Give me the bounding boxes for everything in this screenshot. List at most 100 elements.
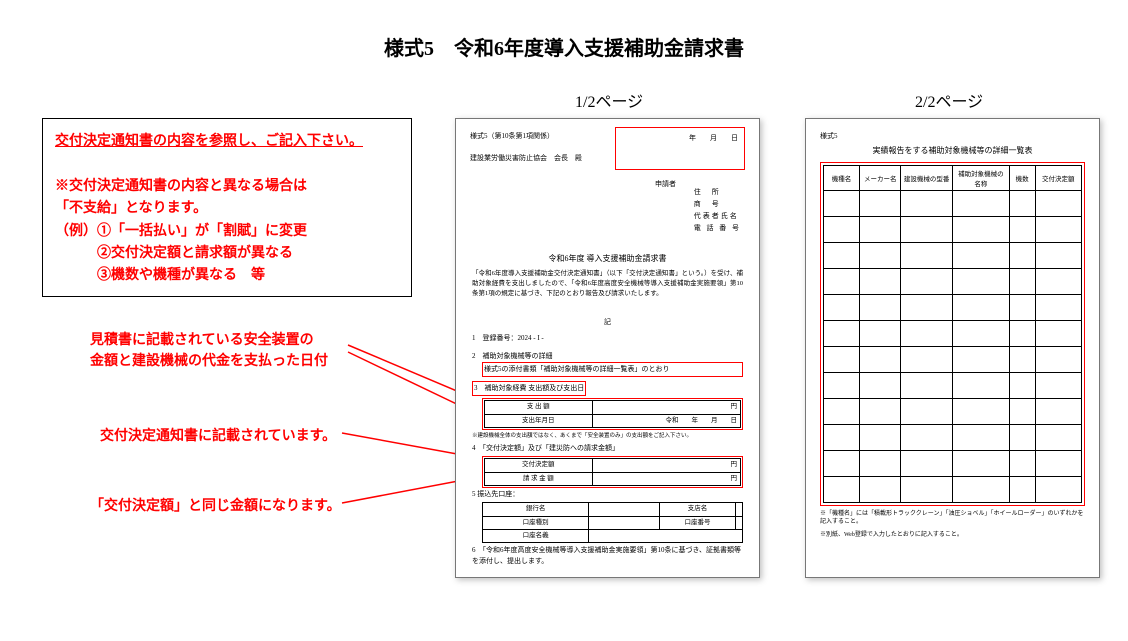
document-title: 様式5 令和6年度導入支援補助金請求書 xyxy=(0,32,1128,61)
table-cell xyxy=(860,347,901,373)
p1-s3-note: ※建設機械全体の支出額ではなく、あくまで「安全装置のみ」の支出額をご記入下さい。 xyxy=(472,432,743,441)
table-cell xyxy=(824,321,860,347)
table-cell xyxy=(1009,451,1035,477)
p1-app-f2: 商 号 xyxy=(694,199,741,211)
table-cell xyxy=(1009,399,1035,425)
p1-s4-r2v: 円 xyxy=(592,472,740,485)
table-cell xyxy=(1035,217,1081,243)
p2-c2: メーカー名 xyxy=(860,166,901,191)
table-cell xyxy=(1035,373,1081,399)
table-cell xyxy=(1009,243,1035,269)
callout-2: 交付決定通知書に記載されています。 xyxy=(100,426,336,447)
table-cell xyxy=(1009,425,1035,451)
table-cell xyxy=(952,425,1009,451)
p1-s5-r3a: 口座名義 xyxy=(483,529,589,542)
table-cell xyxy=(860,425,901,451)
table-cell xyxy=(901,269,953,295)
table-cell xyxy=(1035,477,1081,503)
p1-applicant-label: 申請者 xyxy=(655,179,685,189)
table-cell xyxy=(824,243,860,269)
table-row xyxy=(824,243,1082,269)
p2-form-no: 様式5 xyxy=(820,131,1085,141)
notice-box: 交付決定通知書の内容を参照し、ご記入下さい。 ※交付決定通知書の内容と異なる場合… xyxy=(42,118,412,297)
table-cell xyxy=(860,399,901,425)
table-cell xyxy=(824,347,860,373)
table-cell xyxy=(1035,347,1081,373)
p1-s3-r1l: 支 出 額 xyxy=(485,401,593,414)
table-row xyxy=(824,217,1082,243)
p2-table-wrap: 機種名 メーカー名 建設機械の型番 補助対象機械の名称 機数 交付決定額 xyxy=(820,162,1085,506)
table-cell xyxy=(1009,217,1035,243)
p2-c1: 機種名 xyxy=(824,166,860,191)
table-row xyxy=(824,347,1082,373)
table-cell xyxy=(1009,373,1035,399)
p1-section5: 5 振込先口座： 銀行名 支店名 口座種別 口座番号 口座名義 xyxy=(472,489,743,543)
p1-date-box: 年 月 日 xyxy=(615,127,745,170)
table-row xyxy=(824,399,1082,425)
p1-section6: 6 「令和6年度高度安全機械等導入支援補助金実施要領」第10条に基づき、証拠書類… xyxy=(472,545,743,567)
table-cell xyxy=(952,373,1009,399)
table-cell xyxy=(952,269,1009,295)
table-cell xyxy=(1009,295,1035,321)
p2-c4: 補助対象機械の名称 xyxy=(952,166,1009,191)
p1-applicant-fields: 住 所 商 号 代表者氏名 電 話 番 号 xyxy=(694,187,741,235)
table-cell xyxy=(860,217,901,243)
table-cell xyxy=(1035,295,1081,321)
table-cell xyxy=(901,217,953,243)
table-cell xyxy=(1009,347,1035,373)
p2-c5: 機数 xyxy=(1009,166,1035,191)
p1-addressee: 建設業労働災害防止協会 会長 殿 xyxy=(470,153,582,163)
table-cell xyxy=(952,451,1009,477)
table-row xyxy=(824,295,1082,321)
table-cell xyxy=(952,399,1009,425)
p1-s4-t: 4 「交付決定額」及び「建災防への請求金額」 xyxy=(472,443,743,454)
p1-paragraph: 「令和6年度導入支援補助金交付決定通知書」（以下「交付決定通知書」という。）を受… xyxy=(472,269,743,299)
table-cell xyxy=(952,217,1009,243)
table-cell xyxy=(901,243,953,269)
table-cell xyxy=(952,191,1009,217)
p1-s4-r2l: 請 求 金 額 xyxy=(485,472,593,485)
table-cell xyxy=(860,451,901,477)
table-cell xyxy=(1035,243,1081,269)
p1-s3-r1v: 円 xyxy=(592,401,740,414)
callout-3: 「交付決定額」と同じ金額になります。 xyxy=(90,496,341,517)
table-cell xyxy=(952,347,1009,373)
table-cell xyxy=(860,243,901,269)
table-row xyxy=(824,373,1082,399)
table-cell xyxy=(860,321,901,347)
table-cell xyxy=(901,321,953,347)
p2-table: 機種名 メーカー名 建設機械の型番 補助対象機械の名称 機数 交付決定額 xyxy=(823,165,1082,503)
page1-preview: 様式5（第10条第1項関係） 年 月 日 建設業労働災害防止協会 会長 殿 申請… xyxy=(455,118,760,578)
p2-c3: 建設機械の型番 xyxy=(901,166,953,191)
p1-app-f1: 住 所 xyxy=(694,187,741,199)
table-row xyxy=(824,321,1082,347)
table-cell xyxy=(901,477,953,503)
table-cell xyxy=(860,373,901,399)
table-cell xyxy=(901,425,953,451)
p1-s4-table: 交付決定額円 請 求 金 額円 xyxy=(484,458,741,486)
notice-line6: ③機数や機種が異なる 等 xyxy=(55,263,399,285)
table-cell xyxy=(901,295,953,321)
p1-s5-r1b: 支店名 xyxy=(659,503,735,516)
p2-title: 実績報告をする補助対象機械等の詳細一覧表 xyxy=(820,145,1085,156)
table-cell xyxy=(860,295,901,321)
table-row xyxy=(824,425,1082,451)
table-row xyxy=(824,451,1082,477)
p1-app-f4: 電 話 番 号 xyxy=(694,223,741,235)
p1-doc-title: 令和6年度 導入支援補助金請求書 xyxy=(456,253,759,264)
table-cell xyxy=(901,373,953,399)
table-cell xyxy=(824,191,860,217)
table-cell xyxy=(1035,321,1081,347)
p1-s2-t: 2 補助対象機械等の詳細 xyxy=(472,351,743,362)
p1-s2-sub: 様式5の添付書類「補助対象機械等の詳細一覧表」のとおり xyxy=(484,365,670,373)
notice-line3: 「不支給」となります。 xyxy=(55,196,399,218)
p2-note1: ※「機種名」には「積載形トラッククレーン」「油圧ショベル」「ホイールローダー」の… xyxy=(820,510,1085,527)
p2-c6: 交付決定額 xyxy=(1035,166,1081,191)
table-row xyxy=(824,191,1082,217)
callout-1: 見積書に記載されている安全装置の 金額と建設機械の代金を支払った日付 xyxy=(90,330,328,372)
p1-s3-t: 3 補助対象経費 支出額及び支出日 xyxy=(474,384,584,392)
table-cell xyxy=(824,373,860,399)
p1-s5-r2a: 口座種別 xyxy=(483,516,589,529)
page2-label: 2/2ページ xyxy=(915,88,983,112)
p2-note2: ※別紙、Web登録で入力したとおりに記入すること。 xyxy=(820,531,1085,539)
